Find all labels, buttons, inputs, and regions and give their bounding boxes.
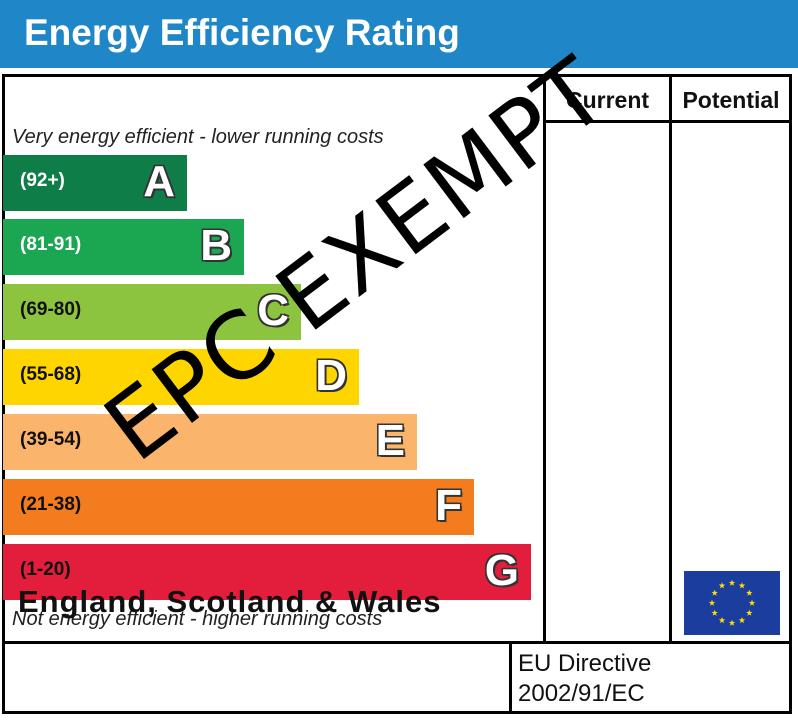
footer-row-divider [5,641,790,644]
band-letter: F [435,481,462,530]
band-letter: C [257,286,289,335]
eu-star-icon [738,582,746,589]
eu-flag-icon [684,571,780,635]
header-bar: Energy Efficiency Rating [0,0,798,68]
band-range-label: (39-54) [20,429,82,450]
eu-star-icon [746,609,753,616]
eu-star-icon [718,616,726,624]
eu-directive-number: 2002/91/EC [518,680,645,707]
column-divider-current [543,77,546,641]
footer-country: England, Scotland & Wales [18,584,442,619]
band-letter: B [200,221,232,270]
eu-star-icon [728,579,736,586]
band-range-label: (1-20) [20,559,71,580]
band-a: (92+) A [3,155,187,211]
band-letter: A [143,157,175,206]
band-g: (1-20) G [3,544,531,600]
footer-divider [509,644,512,711]
band-letter: G [484,546,519,595]
eu-star-icon [746,589,753,596]
top-note: Very energy efficient - lower running co… [12,126,384,148]
eu-star-icon [711,609,718,616]
eu-star-icon [718,582,726,589]
band-range-label: (55-68) [20,364,82,385]
band-d: (55-68) D [3,349,359,405]
column-header-current: Current [565,87,650,113]
eu-directive-label: EU Directive [518,650,652,677]
eu-star-icon [708,599,716,606]
eu-star-icon [711,589,718,596]
page-title: Energy Efficiency Rating [24,12,460,53]
band-c: (69-80) C [3,284,301,340]
band-range-label: (81-91) [20,234,82,255]
column-divider-potential [669,77,672,641]
band-range-label: (21-38) [20,494,82,515]
band-b: (81-91) B [3,219,244,275]
band-e: (39-54) E [3,414,417,470]
bottom-note: Not energy efficient - higher running co… [12,608,383,630]
band-f: (21-38) F [3,479,474,535]
eu-star-icon [738,616,746,624]
eu-star-icon [728,619,736,626]
band-letter: D [315,351,347,400]
band-range-label: (69-80) [20,299,82,320]
band-range-label: (92+) [20,170,65,191]
eu-star-icon [748,599,756,606]
column-header-potential: Potential [682,87,780,113]
band-letter: E [375,416,405,465]
header-row-divider [543,120,790,123]
